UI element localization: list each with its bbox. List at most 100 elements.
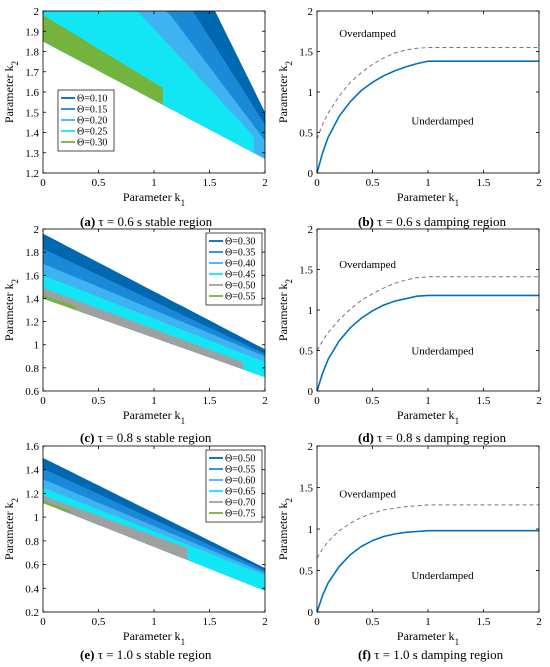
region-annotation-1: Underdamped [411, 570, 474, 582]
region-theta-5 [43, 295, 77, 311]
x-tick-label: 0 [40, 177, 46, 189]
x-axis-label: Parameter k1 [123, 408, 185, 426]
x-tick-label: 0.5 [366, 177, 380, 189]
region-annotation-0: Overdamped [339, 488, 396, 500]
y-tick-label: 0.8 [25, 536, 39, 548]
caption-d: (d) τ = 0.8 s damping region [358, 430, 506, 446]
x-tick-label: 2 [262, 395, 268, 407]
y-tick-label: 0.6 [25, 560, 39, 572]
legend-entry: Θ=0.15 [77, 105, 107, 116]
plot-area [43, 11, 265, 159]
x-tick-label: 1.5 [203, 395, 217, 407]
y-tick-label: 0 [308, 168, 314, 180]
legend-entry: Θ=0.70 [225, 498, 255, 509]
x-tick-label: 2 [262, 177, 268, 189]
x-tick-label: 0 [314, 616, 320, 628]
legend-box [205, 449, 263, 523]
chart-panel-e: 0 0.5 1 1.5 2 0.2 0.4 0.6 0.8 1 1.2 1.4 1.6 Parameter… [2, 441, 268, 647]
legend-entry: Θ=0.55 [225, 292, 255, 303]
y-tick-label: 2 [308, 224, 314, 236]
caption-f-label: (f) [358, 647, 371, 662]
region-theta-4 [43, 495, 188, 560]
y-tick-label: 1.5 [299, 483, 313, 495]
plot-background [317, 229, 539, 391]
x-axis-label: Parameter k1 [123, 190, 185, 208]
x-tick-label: 2 [536, 177, 542, 189]
y-tick-label: 1.5 [299, 47, 313, 59]
chart-panel-c: 0 0.5 1 1.5 2 0.6 0.8 1 1.2 1.4 1.6 1.8 2 Parameter k… [2, 224, 268, 426]
chart-panel-d: Overdamped Underdamped 0 0.5 1 1.5 2 0 0.5 1 1.5 2 P… [276, 224, 542, 426]
y-tick-label: 1.4 [25, 465, 39, 477]
legend: Θ=0.50Θ=0.55Θ=0.60Θ=0.65Θ=0.70Θ=0.75 [205, 449, 263, 523]
chart-panel-a: 0 0.5 1 1.5 2 1.2 1.3 1.4 1.5 1.6 1.7 1.8 1.9 2 Parame… [2, 6, 268, 208]
y-axis-label: Parameter k2 [2, 61, 20, 123]
y-tick-label: 0.5 [299, 346, 313, 358]
y-tick-label: 1.5 [299, 265, 313, 277]
legend-entry: Θ=0.60 [225, 476, 255, 487]
region-annotation-1: Underdamped [411, 346, 474, 358]
y-tick-label: 1.6 [25, 270, 39, 282]
legend-entry: Θ=0.35 [225, 248, 255, 259]
y-tick-label: 1.5 [25, 107, 39, 119]
underdamped-boundary-line [317, 294, 539, 391]
x-tick-label: 1.5 [477, 395, 491, 407]
y-tick-label: 1 [34, 512, 40, 524]
y-tick-label: 0.2 [25, 607, 39, 619]
underdamped-boundary-line [317, 529, 539, 612]
y-tick-label: 0.5 [299, 128, 313, 140]
legend-entry: Θ=0.25 [77, 127, 107, 138]
legend-entry: Θ=0.20 [77, 116, 107, 127]
x-axis-label: Parameter k1 [397, 629, 459, 647]
region-theta-4 [43, 15, 163, 105]
x-tick-label: 1 [151, 395, 157, 407]
region-theta-4 [43, 288, 243, 370]
caption-e-label: (e) [80, 647, 95, 662]
y-tick-label: 1.6 [25, 87, 39, 99]
x-tick-label: 2 [536, 395, 542, 407]
x-tick-label: 1.5 [477, 616, 491, 628]
plot-area [317, 276, 539, 391]
y-tick-label: 1 [308, 87, 314, 99]
x-tick-label: 2 [262, 616, 268, 628]
caption-c: (c) τ = 0.8 s stable region [80, 430, 211, 446]
legend: Θ=0.10Θ=0.15Θ=0.20Θ=0.25Θ=0.30 [57, 89, 115, 152]
underdamped-boundary-line [317, 60, 539, 173]
caption-e-text: τ = 1.0 s stable region [97, 647, 212, 662]
y-tick-label: 1.2 [25, 317, 39, 329]
plot-area [43, 233, 265, 378]
y-tick-label: 0.8 [25, 363, 39, 375]
y-tick-label: 2 [34, 224, 40, 236]
y-tick-label: 0 [308, 386, 314, 398]
plot-area [317, 504, 539, 612]
x-axis-label: Parameter k1 [397, 190, 459, 208]
y-tick-label: 1.8 [25, 47, 39, 59]
x-tick-label: 2 [536, 616, 542, 628]
legend: Θ=0.30Θ=0.35Θ=0.40Θ=0.45Θ=0.50Θ=0.55 [205, 232, 263, 306]
plot-background [317, 11, 539, 173]
chart-panel-b: Overdamped Underdamped 0 0.5 1 1.5 2 0 0.5 1 1.5 2 P… [276, 6, 542, 208]
caption-f-text: τ = 1.0 s damping region [374, 647, 504, 662]
y-axis-label: Parameter k2 [2, 279, 20, 341]
legend-entry: Θ=0.10 [77, 94, 107, 105]
caption-f: (f) τ = 1.0 s damping region [358, 647, 503, 663]
x-tick-label: 1 [151, 177, 157, 189]
y-tick-label: 1 [308, 305, 314, 317]
legend-entry: Θ=0.45 [225, 270, 255, 281]
x-tick-label: 1.5 [203, 616, 217, 628]
x-tick-label: 0 [40, 395, 46, 407]
caption-d-text: τ = 0.8 s damping region [377, 430, 506, 445]
legend-entry: Θ=0.75 [225, 509, 255, 520]
legend-entry: Θ=0.30 [225, 237, 255, 248]
region-theta-5 [43, 500, 71, 514]
caption-b-label: (b) [358, 214, 374, 229]
legend-entry: Θ=0.30 [77, 138, 107, 149]
overdamped-boundary-line [317, 276, 539, 351]
y-tick-label: 1.3 [25, 148, 39, 160]
y-tick-label: 0.6 [25, 386, 39, 398]
y-tick-label: 1.9 [25, 26, 39, 38]
caption-c-label: (c) [80, 430, 95, 445]
plot-background [317, 446, 539, 612]
x-tick-label: 1 [425, 395, 431, 407]
y-axis-label: Parameter k2 [276, 279, 294, 341]
